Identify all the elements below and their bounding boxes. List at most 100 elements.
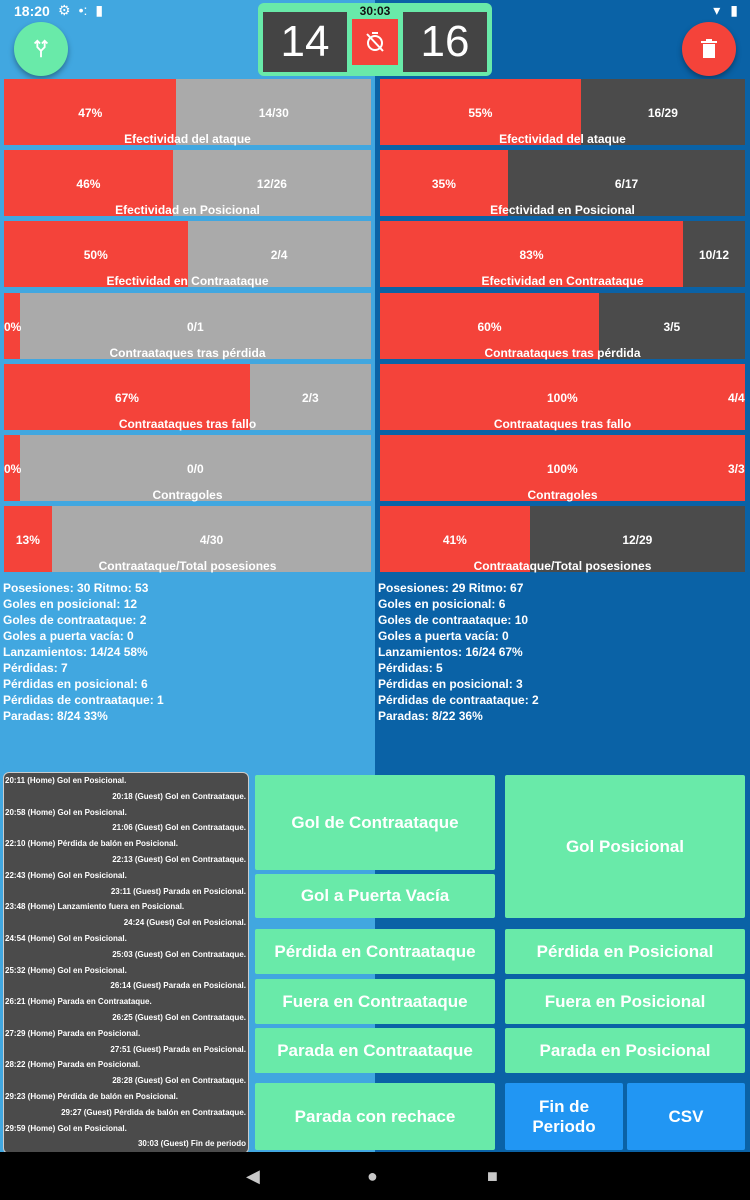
log-entry: 26:25 (Guest) Gol en Contraataque. bbox=[112, 1012, 246, 1022]
parada-contraataque-button[interactable]: Parada en Contraataque bbox=[255, 1028, 495, 1073]
swap-teams-button[interactable] bbox=[14, 22, 68, 76]
stat-label: Contraataques tras fallo bbox=[493, 416, 632, 431]
stat-label: Contraataque/Total posesiones bbox=[473, 559, 652, 574]
log-entry: 26:14 (Guest) Parada en Posicional. bbox=[110, 981, 246, 991]
summary-line: Paradas: 8/24 33% bbox=[3, 709, 108, 723]
log-entry: 22:13 (Guest) Gol en Contraataque. bbox=[112, 854, 246, 864]
guest-summary-box: Posesiones: 29 Ritmo: 67 Goles en posicio… bbox=[378, 581, 747, 766]
stat-percentage: 0% bbox=[4, 319, 22, 334]
summary-line: Pérdidas en posicional: 6 bbox=[3, 677, 148, 691]
gol-puerta-vacia-button[interactable]: Gol a Puerta Vacía bbox=[255, 874, 495, 918]
perdida-posicional-button[interactable]: Pérdida en Posicional bbox=[505, 929, 745, 974]
summary-line: Lanzamientos: 16/24 67% bbox=[378, 645, 523, 659]
log-entry: 22:43 (Home) Gol en Posicional. bbox=[5, 870, 127, 880]
log-entry: 20:18 (Guest) Gol en Contraataque. bbox=[112, 791, 246, 801]
log-entry: 22:10 (Home) Pérdida de balón en Posicio… bbox=[5, 839, 178, 849]
stat-bar: 67% 2/3 Contraataques tras fallo bbox=[4, 363, 371, 431]
stat-percentage: 100% bbox=[547, 462, 578, 476]
stat-label: Efectividad en Posicional bbox=[490, 203, 635, 218]
stat-percentage: 60% bbox=[477, 319, 502, 334]
perdida-contraataque-button[interactable]: Pérdida en Contraataque bbox=[255, 929, 495, 974]
stat-bar: 55% 16/29 Efectividad del ataque bbox=[380, 79, 745, 146]
stat-bar-fill bbox=[4, 292, 20, 359]
parada-posicional-button[interactable]: Parada en Posicional bbox=[505, 1028, 745, 1073]
stat-percentage: 13% bbox=[15, 533, 40, 548]
summary-line: Goles en posicional: 6 bbox=[378, 597, 506, 611]
summary-line: Paradas: 8/22 36% bbox=[378, 709, 483, 723]
stat-label: Contraataques tras pérdida bbox=[484, 345, 641, 360]
summary-line: Pérdidas: 7 bbox=[3, 661, 68, 675]
log-entry: 24:24 (Guest) Gol en Posicional. bbox=[123, 918, 246, 928]
stat-fraction: 4/30 bbox=[199, 533, 224, 548]
stat-fraction: 2/3 bbox=[301, 390, 319, 405]
fin-periodo-button[interactable]: Fin de Periodo bbox=[505, 1083, 623, 1150]
stat-fraction: 3/5 bbox=[663, 319, 681, 334]
stat-fraction: 10/12 bbox=[698, 248, 729, 263]
guest-score[interactable]: 16 bbox=[403, 12, 487, 72]
log-entry: 28:22 (Home) Parada en Posicional. bbox=[5, 1060, 141, 1070]
stat-fraction: 14/30 bbox=[258, 106, 289, 120]
fuera-contraataque-button[interactable]: Fuera en Contraataque bbox=[255, 979, 495, 1024]
summary-line: Goles a puerta vacía: 0 bbox=[3, 629, 134, 643]
back-icon[interactable]: ◀ bbox=[246, 1166, 260, 1186]
stat-percentage: 35% bbox=[431, 177, 456, 192]
trash-icon bbox=[701, 39, 717, 58]
log-entry: 25:32 (Home) Gol en Posicional. bbox=[5, 965, 127, 975]
log-entry: 28:28 (Guest) Gol en Contraataque. bbox=[112, 1076, 246, 1086]
scoreboard: 30:03 14 16 bbox=[258, 3, 492, 76]
stat-bar: 100% 4/4 Contraataques tras fallo bbox=[380, 363, 745, 431]
stat-bar-fill bbox=[4, 435, 20, 501]
stat-label: Efectividad en Contraataque bbox=[106, 274, 269, 289]
stat-label: Efectividad del ataque bbox=[124, 132, 251, 146]
log-entry: 29:27 (Guest) Pérdida de balón en Contra… bbox=[61, 1107, 246, 1117]
summary-line: Goles de contraataque: 2 bbox=[3, 613, 147, 627]
stat-label: Contraataques tras pérdida bbox=[109, 345, 266, 360]
timer-toggle-button[interactable] bbox=[352, 19, 398, 65]
stat-percentage: 67% bbox=[114, 390, 139, 405]
fuera-posicional-button[interactable]: Fuera en Posicional bbox=[505, 979, 745, 1024]
gol-contraataque-button[interactable]: Gol de Contraataque bbox=[255, 775, 495, 870]
stat-bar: 0% 0/0 Contragoles bbox=[4, 435, 371, 502]
home-summary-box: Posesiones: 30 Ritmo: 53 Goles en posicio… bbox=[3, 581, 372, 766]
log-entry: 20:11 (Home) Gol en Posicional. bbox=[5, 776, 127, 785]
stat-bar-fill bbox=[380, 435, 745, 501]
stat-fraction: 2/4 bbox=[270, 248, 288, 263]
stat-bar-fill bbox=[380, 363, 745, 430]
home-score[interactable]: 14 bbox=[263, 12, 347, 72]
summary-line: Posesiones: 29 Ritmo: 67 bbox=[378, 581, 524, 595]
stat-bar-fill bbox=[4, 506, 52, 573]
home-icon[interactable]: ● bbox=[367, 1166, 378, 1186]
navigation-bar: ◀ ● ■ bbox=[0, 1152, 750, 1200]
parada-rechace-button[interactable]: Parada con rechace bbox=[255, 1083, 495, 1150]
log-entry: 25:03 (Guest) Gol en Contraataque. bbox=[112, 949, 246, 959]
event-log[interactable]: 20:11 (Home) Gol en Posicional. 20:18 (Gu… bbox=[3, 772, 249, 1154]
stat-bar-fill bbox=[4, 79, 177, 145]
delete-button[interactable] bbox=[682, 22, 736, 76]
stat-label: Contragoles bbox=[152, 488, 223, 502]
stat-fraction: 3/3 bbox=[728, 462, 745, 476]
summary-line: Pérdidas de contraataque: 1 bbox=[3, 693, 164, 707]
stat-percentage: 100% bbox=[547, 390, 578, 405]
log-entry: 24:54 (Home) Gol en Posicional. bbox=[5, 933, 127, 943]
log-entry: 26:21 (Home) Parada en Contraataque. bbox=[5, 997, 152, 1007]
csv-button[interactable]: CSV bbox=[627, 1083, 745, 1150]
stat-fraction: 0/0 bbox=[187, 462, 204, 476]
stat-bar: 46% 12/26 Efectividad en Posicional bbox=[4, 150, 371, 218]
swap-icon bbox=[33, 39, 49, 58]
stat-percentage: 41% bbox=[442, 533, 467, 548]
stat-bar-fill bbox=[4, 150, 173, 217]
stat-percentage: 0% bbox=[4, 462, 22, 476]
summary-line: Goles de contraataque: 10 bbox=[378, 613, 529, 627]
stat-label: Contraataque/Total posesiones bbox=[98, 559, 277, 574]
stat-label: Efectividad en Posicional bbox=[115, 203, 260, 218]
stat-bar: 83% 10/12 Efectividad en Contraataque bbox=[380, 221, 745, 288]
summary-line: Posesiones: 30 Ritmo: 53 bbox=[3, 581, 149, 595]
log-entry: 20:58 (Home) Gol en Posicional. bbox=[5, 807, 127, 817]
gol-posicional-button[interactable]: Gol Posicional bbox=[505, 775, 745, 918]
stat-bar-fill bbox=[380, 150, 508, 217]
stat-label: Efectividad del ataque bbox=[499, 132, 626, 146]
log-entry: 23:48 (Home) Lanzamiento fuera en Posici… bbox=[5, 902, 185, 912]
battery-icon: ▮ bbox=[730, 2, 738, 18]
stat-fraction: 6/17 bbox=[614, 177, 639, 192]
recents-icon[interactable]: ■ bbox=[487, 1166, 498, 1186]
